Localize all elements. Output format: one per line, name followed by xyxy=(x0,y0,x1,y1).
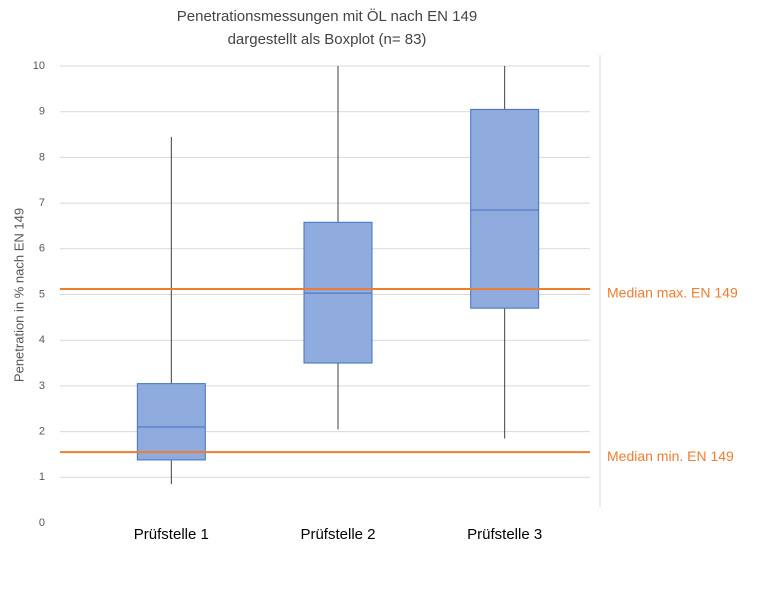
y-tick-label: 2 xyxy=(39,426,45,438)
reference-label: Median max. EN 149 xyxy=(607,285,738,301)
y-tick-label: 3 xyxy=(39,380,45,392)
x-tick-label: Prüfstelle 3 xyxy=(467,526,542,543)
y-tick-label: 10 xyxy=(33,60,45,72)
box xyxy=(136,383,206,461)
y-tick-label: 7 xyxy=(39,197,45,209)
y-tick-label: 6 xyxy=(39,243,45,255)
y-tick-label: 1 xyxy=(39,471,45,483)
y-tick-label: 5 xyxy=(39,288,45,300)
y-tick-label: 0 xyxy=(39,517,45,529)
y-tick-label: 4 xyxy=(39,334,45,346)
reference-label: Median min. EN 149 xyxy=(607,448,734,464)
x-tick-label: Prüfstelle 1 xyxy=(134,526,209,543)
y-tick-label: 9 xyxy=(39,106,45,118)
y-axis-label: Penetration in % nach EN 149 xyxy=(11,208,26,382)
box xyxy=(470,108,540,309)
chart-subtitle: dargestellt als Boxplot (n= 83) xyxy=(228,31,427,48)
chart-title: Penetrationsmessungen mit ÖL nach EN 149 xyxy=(177,7,477,25)
y-tick-label: 8 xyxy=(39,151,45,163)
x-tick-label: Prüfstelle 2 xyxy=(300,526,375,543)
